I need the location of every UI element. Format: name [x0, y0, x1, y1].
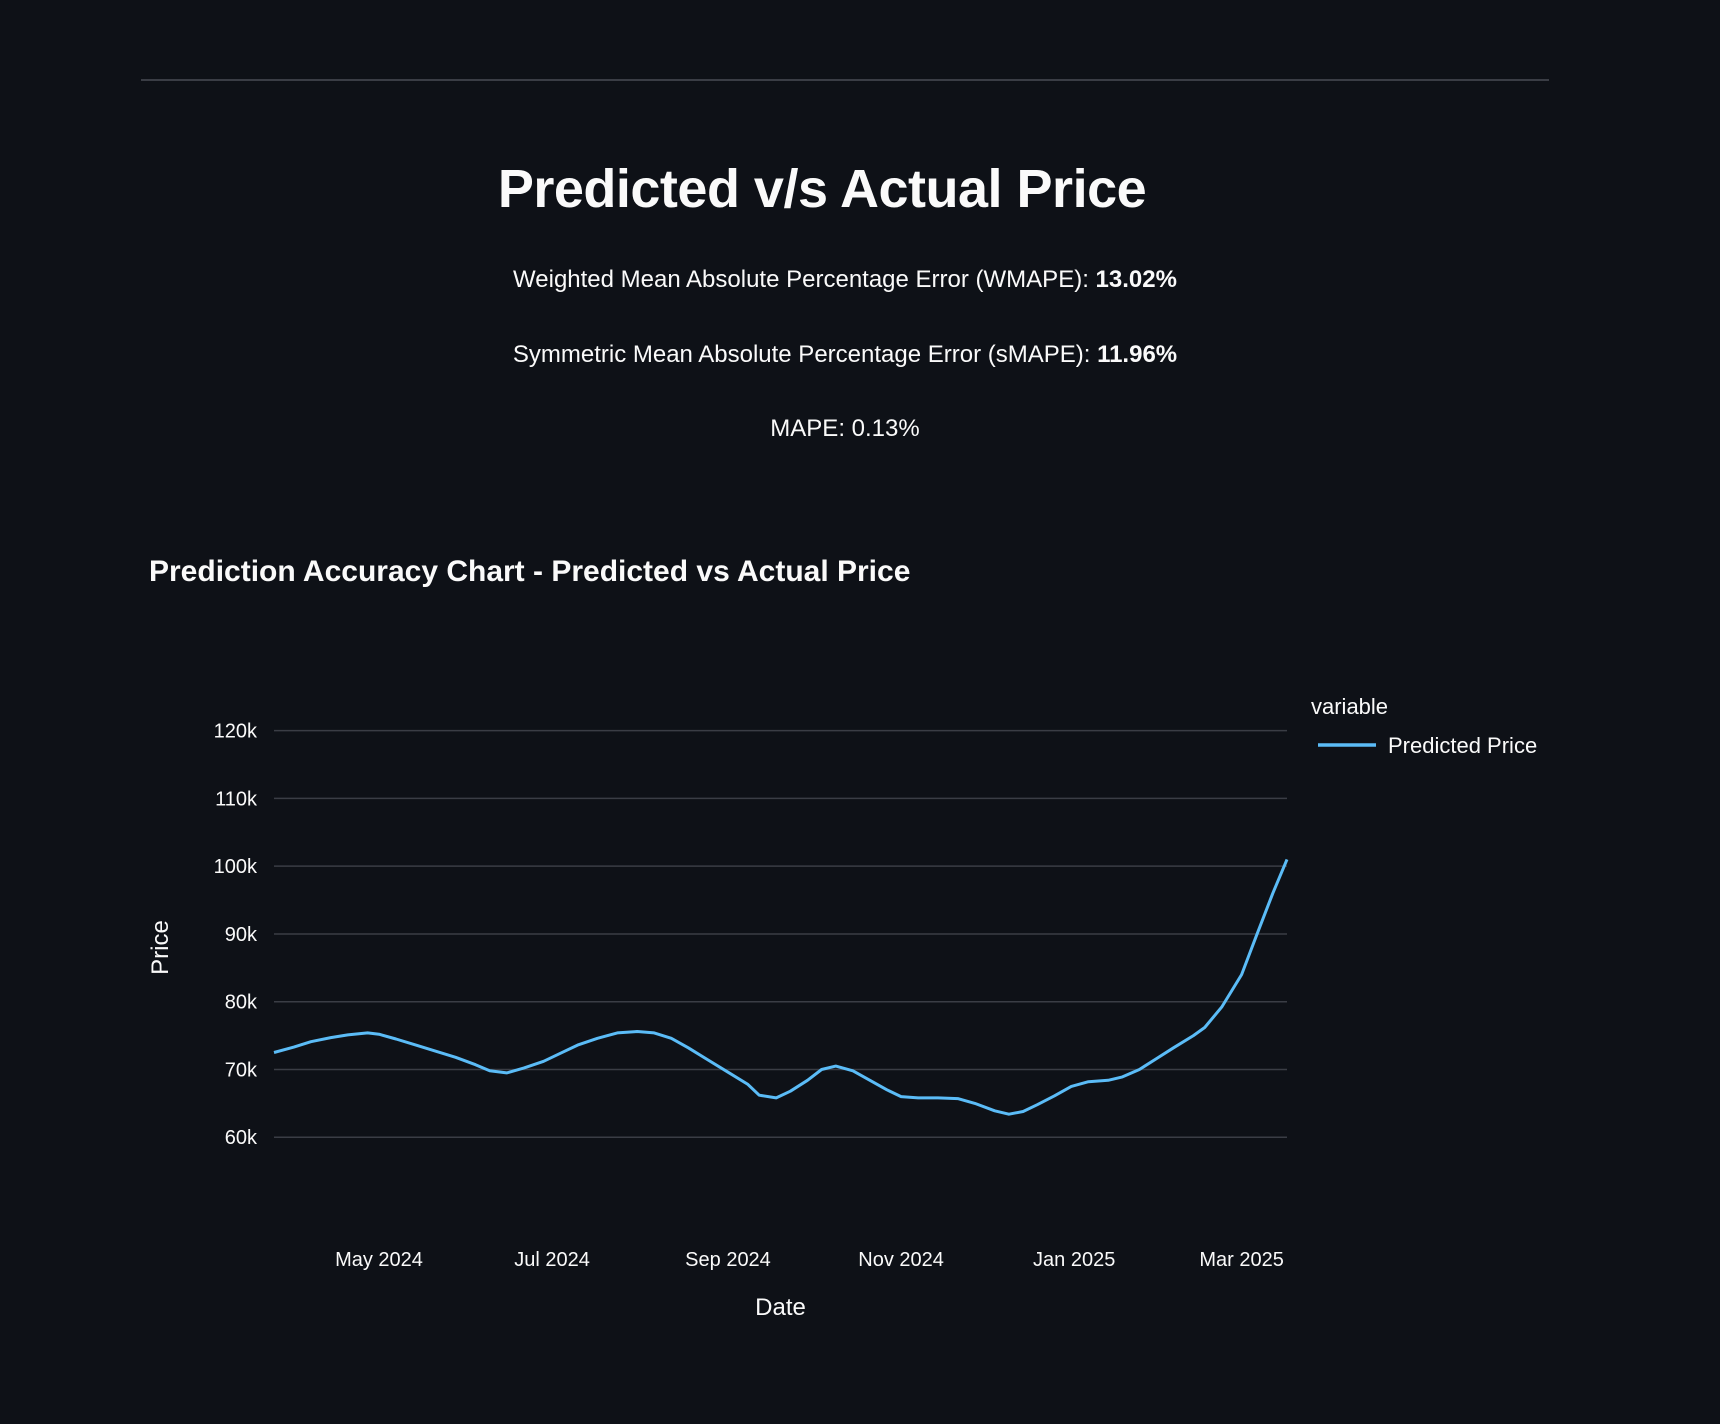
x-tick-label: Nov 2024	[858, 1249, 944, 1271]
y-axis-ticks: 60k 70k 80k 90k 100k 110k 120k	[214, 721, 258, 1150]
y-tick-label: 90k	[225, 924, 258, 946]
grid-lines	[274, 731, 1287, 1138]
series-lines[interactable]	[274, 859, 1287, 1114]
y-tick-label: 100k	[214, 856, 258, 878]
legend[interactable]: variable Predicted Price	[1311, 694, 1537, 758]
y-tick-label: 80k	[225, 992, 258, 1014]
x-tick-label: Mar 2025	[1199, 1249, 1284, 1271]
legend-title: variable	[1311, 694, 1388, 719]
x-tick-label: Jul 2024	[514, 1249, 590, 1271]
y-tick-label: 120k	[214, 721, 258, 743]
x-tick-label: Sep 2024	[685, 1249, 771, 1271]
x-tick-label: May 2024	[335, 1249, 423, 1271]
y-axis-title: Price	[147, 920, 174, 975]
series-line-predicted-price[interactable]	[274, 859, 1287, 1114]
y-tick-label: 60k	[225, 1127, 258, 1149]
legend-label-predicted-price[interactable]: Predicted Price	[1388, 733, 1537, 758]
x-axis-title: Date	[755, 1294, 806, 1321]
y-tick-label: 110k	[215, 788, 258, 810]
x-tick-label: Jan 2025	[1033, 1249, 1115, 1271]
y-tick-label: 70k	[225, 1059, 258, 1081]
x-axis-ticks: May 2024 Jul 2024 Sep 2024 Nov 2024 Jan 2025…	[335, 1249, 1284, 1271]
